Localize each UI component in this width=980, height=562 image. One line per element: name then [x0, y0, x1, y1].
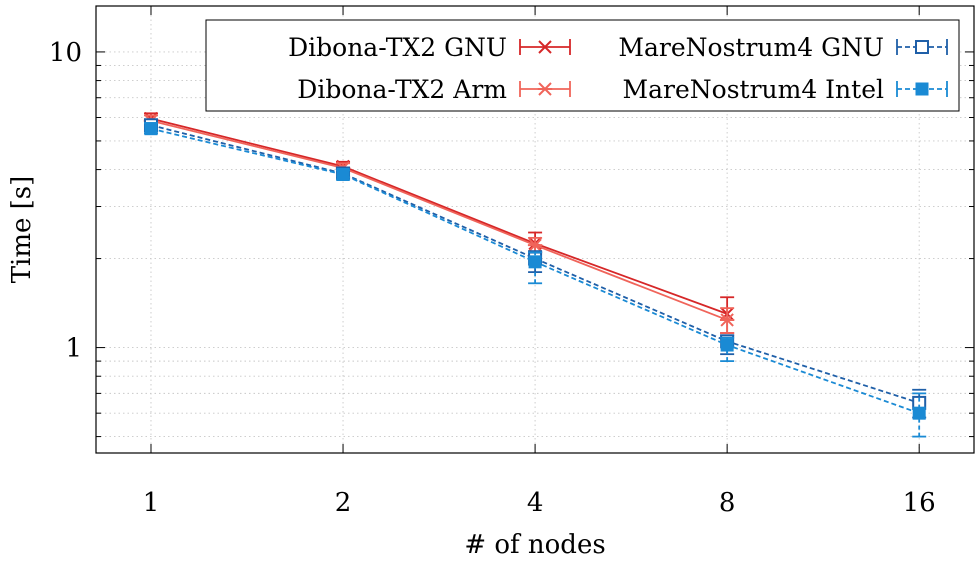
filled-square-marker [144, 122, 158, 136]
asterisk-marker [719, 313, 735, 327]
y-axis-label: Time [s] [7, 176, 37, 284]
ticks [96, 6, 974, 453]
x-tick-label: 8 [719, 488, 736, 518]
series-line [150, 119, 728, 321]
x-tick-labels: 1 2 4 8 16 [143, 488, 936, 518]
series-marenostrum4-intel [143, 122, 927, 438]
legend-label: Dibona-TX2 Arm [297, 75, 507, 104]
legend-box [205, 19, 960, 112]
asterisk-marker [527, 238, 543, 252]
series-line [150, 117, 728, 315]
legend-label: MareNostrum4 Intel [623, 75, 884, 104]
y-tick-label: 10 [49, 38, 82, 68]
filled-square-marker [528, 255, 542, 269]
series-layer [143, 111, 927, 438]
legend: Dibona-TX2 GNU Dibona-TX2 Arm MareNostrum4… [205, 19, 960, 112]
legend-entry: Dibona-TX2 GNU [288, 33, 571, 62]
filled-square-marker [720, 338, 734, 352]
x-marker [538, 40, 552, 54]
x-tick-label: 1 [143, 488, 160, 518]
y-tick-labels: 1 10 [49, 38, 82, 364]
filled-square-marker [336, 167, 350, 181]
legend-entry: MareNostrum4 GNU [618, 33, 948, 62]
legend-entry: MareNostrum4 Intel [623, 75, 948, 104]
x-tick-label: 4 [527, 488, 544, 518]
filled-square-marker [915, 82, 929, 96]
x-tick-label: 16 [903, 488, 936, 518]
legend-entry: Dibona-TX2 Arm [297, 75, 571, 104]
x-tick-label: 2 [335, 488, 352, 518]
x-axis-label: # of nodes [464, 530, 605, 560]
asterisk-marker [537, 82, 553, 96]
open-square-marker [915, 40, 929, 54]
y-tick-label: 1 [65, 334, 82, 364]
legend-label: MareNostrum4 GNU [618, 33, 884, 62]
legend-label: Dibona-TX2 GNU [288, 33, 507, 62]
filled-square-marker [912, 406, 926, 420]
series-dibona-tx2-arm [143, 114, 735, 334]
